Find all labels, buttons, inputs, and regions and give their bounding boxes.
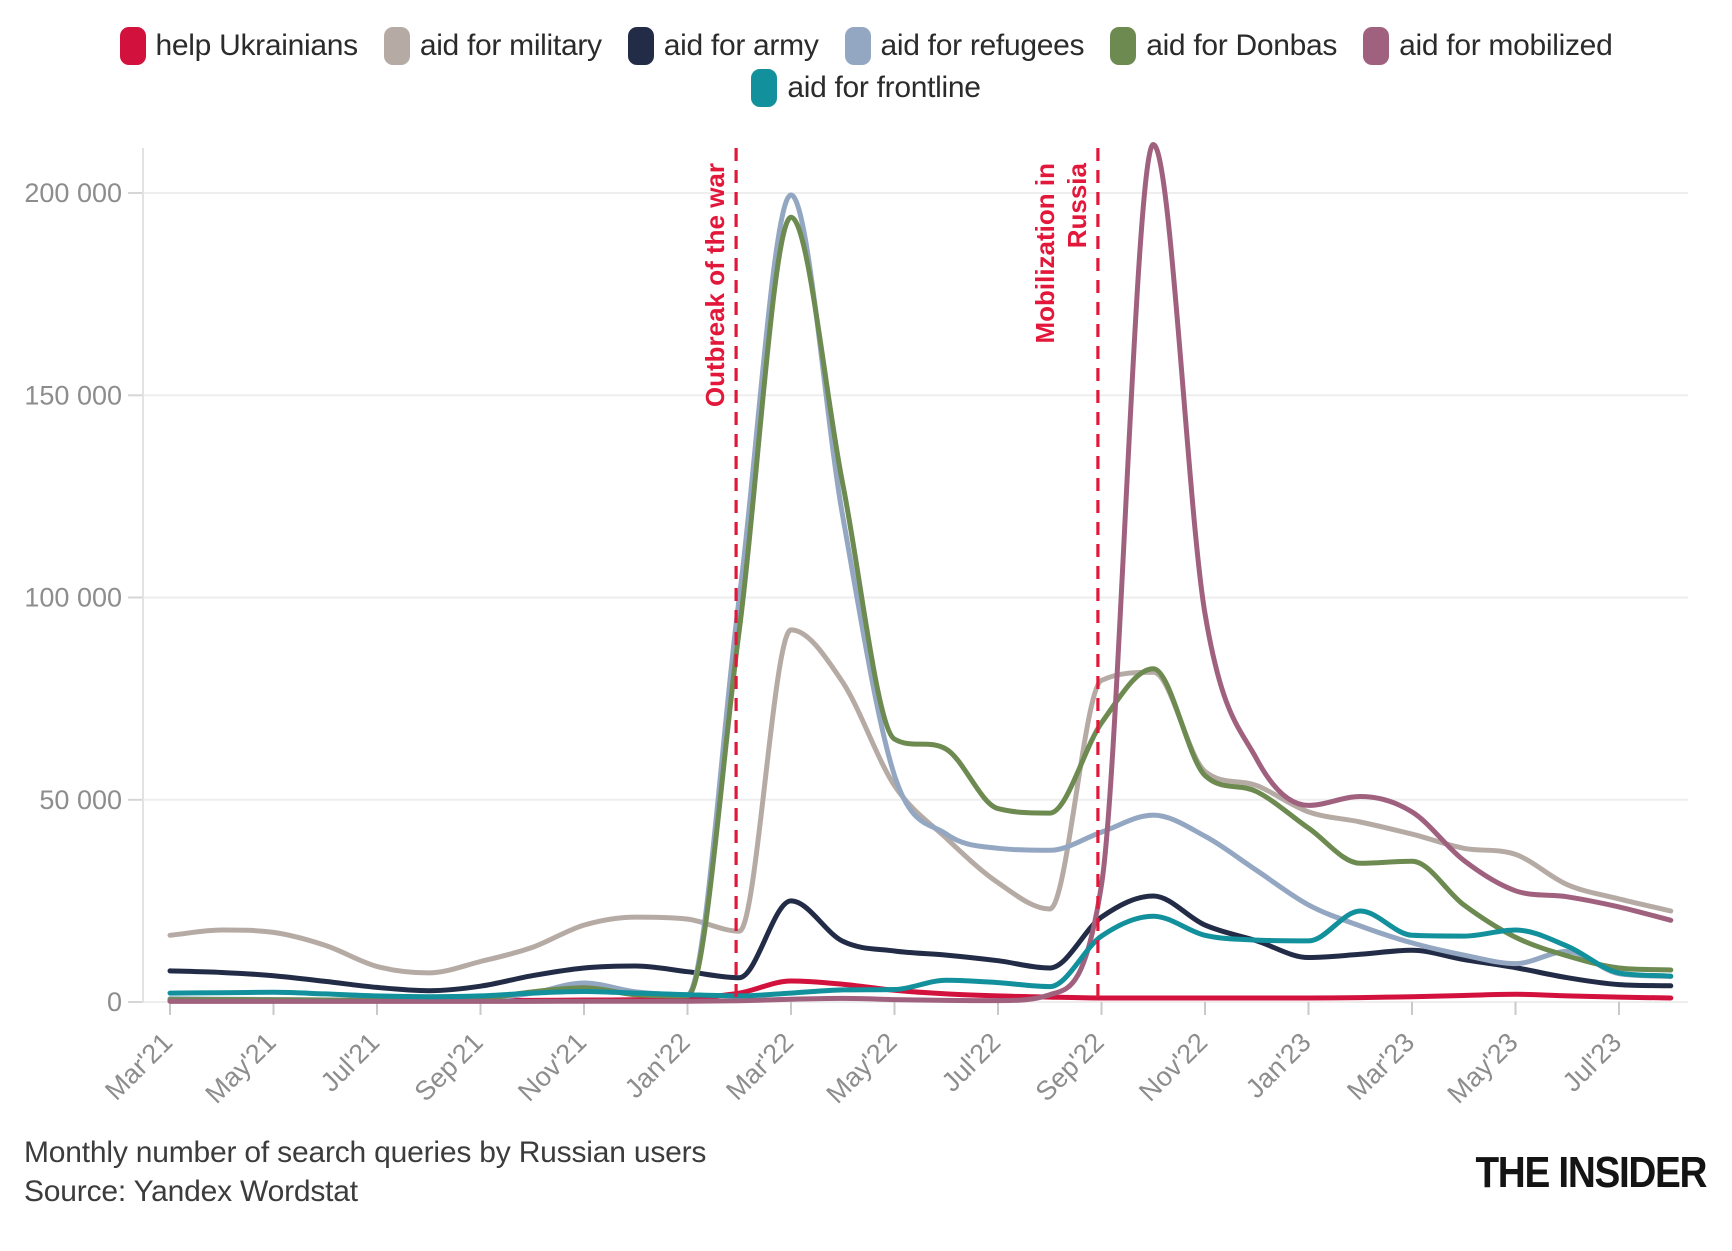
- legend-swatch-aid-for-mobilized: [1363, 27, 1390, 65]
- x-axis-label: Nov'22: [1133, 1027, 1213, 1107]
- annotation-label: Russia: [1062, 162, 1092, 248]
- legend-item-aid-for-refugees: aid for refugees: [844, 26, 1085, 66]
- legend-item-aid-for-mobilized: aid for mobilized: [1363, 26, 1613, 66]
- legend-label: aid for mobilized: [1399, 29, 1613, 62]
- chart-source: Source: Yandex Wordstat: [24, 1175, 358, 1208]
- x-axis-label: Jul'21: [315, 1027, 386, 1098]
- x-axis-label: Mar'22: [720, 1027, 799, 1106]
- x-axis-label: Jan'22: [619, 1027, 696, 1104]
- legend-label: aid for Donbas: [1146, 29, 1338, 62]
- annotation-label: Outbreak of the war: [700, 163, 730, 407]
- x-axis-label: May'23: [1442, 1027, 1524, 1109]
- legend-item-help-ukrainians: help Ukrainians: [119, 26, 359, 66]
- legend-swatch-aid-for-donbas: [1110, 27, 1137, 65]
- x-axis-label: Mar'23: [1341, 1027, 1420, 1106]
- legend-item-aid-for-frontline: aid for frontline: [751, 68, 981, 108]
- legend-label: help Ukrainians: [155, 29, 359, 62]
- x-axis-label: Sep'22: [1030, 1027, 1110, 1107]
- x-axis-label: May'21: [200, 1027, 282, 1109]
- series-line-aid-for-donbas: [167, 214, 1674, 1003]
- x-axis-label: May'22: [821, 1027, 903, 1109]
- x-axis-label: Sep'21: [409, 1027, 489, 1107]
- x-axis-label: Jul'22: [936, 1027, 1007, 1098]
- y-axis-label: 150 000: [24, 380, 122, 410]
- chart-legend: help Ukrainians aid for military aid for a…: [56, 26, 1676, 108]
- x-axis-label: Mar'21: [99, 1027, 178, 1106]
- y-axis-label: 50 000: [39, 785, 122, 815]
- legend-item-aid-for-military: aid for military: [383, 26, 602, 66]
- legend-label: aid for army: [663, 29, 819, 62]
- legend-swatch-aid-for-refugees: [844, 27, 871, 65]
- legend-label: aid for frontline: [787, 71, 981, 104]
- legend-label: aid for military: [419, 29, 602, 62]
- x-axis-label: Jan'23: [1240, 1027, 1317, 1104]
- legend-swatch-aid-for-military: [383, 27, 410, 65]
- legend-label: aid for refugees: [880, 29, 1085, 62]
- brand-logo: THE INSIDER: [1475, 1148, 1707, 1197]
- legend-swatch-aid-for-frontline: [751, 69, 778, 107]
- chart-title: Monthly number of search queries by Russ…: [24, 1136, 707, 1169]
- annotation-label: Mobilization in: [1030, 163, 1060, 344]
- y-axis-label: 100 000: [24, 583, 122, 613]
- y-axis-label: 200 000: [24, 178, 122, 208]
- series-line-aid-for-army: [167, 893, 1674, 994]
- x-axis-label: Jul'23: [1557, 1027, 1628, 1098]
- series-line-aid-for-frontline: [167, 908, 1674, 1000]
- y-axis-label: 0: [107, 987, 122, 1017]
- legend-item-aid-for-donbas: aid for Donbas: [1110, 26, 1337, 66]
- legend-item-aid-for-army: aid for army: [627, 26, 819, 66]
- series-line-aid-for-mobilized: [167, 142, 1674, 1004]
- chart-caption: Monthly number of search queries by Russ…: [24, 1133, 706, 1211]
- series-line-aid-for-military: [167, 627, 1674, 976]
- x-axis-label: Nov'21: [512, 1027, 592, 1107]
- legend-swatch-help-ukrainians: [119, 27, 146, 65]
- legend-swatch-aid-for-army: [627, 27, 654, 65]
